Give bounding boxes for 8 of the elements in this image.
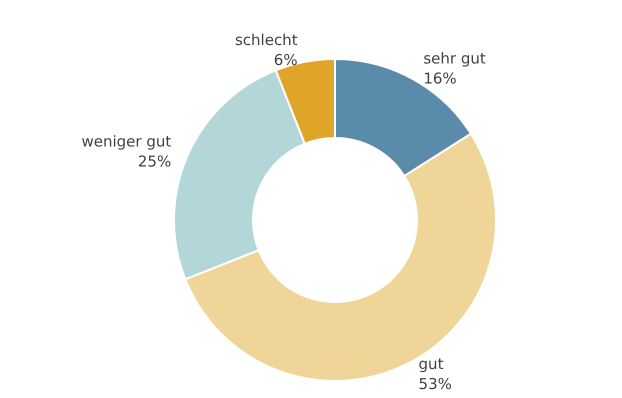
data-label: 53% xyxy=(418,375,452,394)
slice-label: schlecht xyxy=(234,31,298,50)
slice-label: sehr gut xyxy=(423,49,486,68)
data-label: 25% xyxy=(138,152,172,170)
data-label: 16% xyxy=(423,69,457,88)
slice-label: weniger gut xyxy=(81,132,172,150)
slice-label: gut xyxy=(418,355,444,374)
data-label: 6% xyxy=(274,51,298,70)
